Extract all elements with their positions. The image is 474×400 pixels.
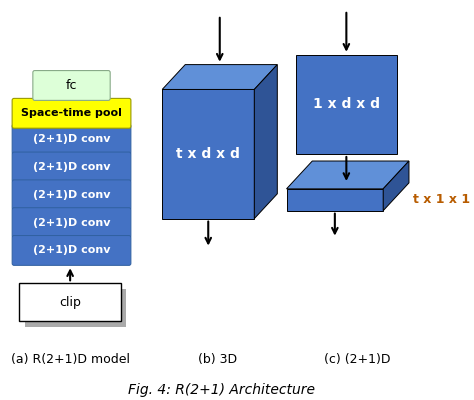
Text: clip: clip (59, 296, 81, 309)
FancyBboxPatch shape (12, 152, 131, 182)
FancyBboxPatch shape (12, 208, 131, 238)
FancyBboxPatch shape (33, 70, 110, 100)
Polygon shape (286, 189, 383, 211)
Bar (19, 283, 121, 321)
Polygon shape (286, 161, 409, 189)
Polygon shape (162, 90, 254, 219)
Text: (2+1)D conv: (2+1)D conv (33, 134, 110, 144)
FancyBboxPatch shape (12, 236, 131, 265)
Text: (a) R(2+1)D model: (a) R(2+1)D model (10, 353, 129, 366)
Text: t x d x d: t x d x d (176, 147, 240, 161)
FancyBboxPatch shape (12, 98, 131, 128)
FancyBboxPatch shape (12, 180, 131, 210)
Text: (c) (2+1)D: (c) (2+1)D (324, 353, 391, 366)
Text: (2+1)D conv: (2+1)D conv (33, 218, 110, 228)
Polygon shape (254, 65, 277, 219)
Text: (b) 3D: (b) 3D (198, 353, 237, 366)
Text: Space-time pool: Space-time pool (21, 108, 122, 118)
Bar (25, 289, 126, 327)
Polygon shape (162, 65, 277, 90)
Text: (2+1)D conv: (2+1)D conv (33, 190, 110, 200)
Bar (296, 55, 397, 154)
FancyBboxPatch shape (12, 124, 131, 154)
Text: t x 1 x 1: t x 1 x 1 (413, 193, 470, 206)
Polygon shape (383, 161, 409, 211)
Text: Fig. 4: R(2+1) Architecture: Fig. 4: R(2+1) Architecture (128, 383, 315, 397)
Text: 1 x d x d: 1 x d x d (313, 97, 380, 111)
Text: (2+1)D conv: (2+1)D conv (33, 162, 110, 172)
Text: (2+1)D conv: (2+1)D conv (33, 246, 110, 256)
Text: fc: fc (66, 79, 77, 92)
